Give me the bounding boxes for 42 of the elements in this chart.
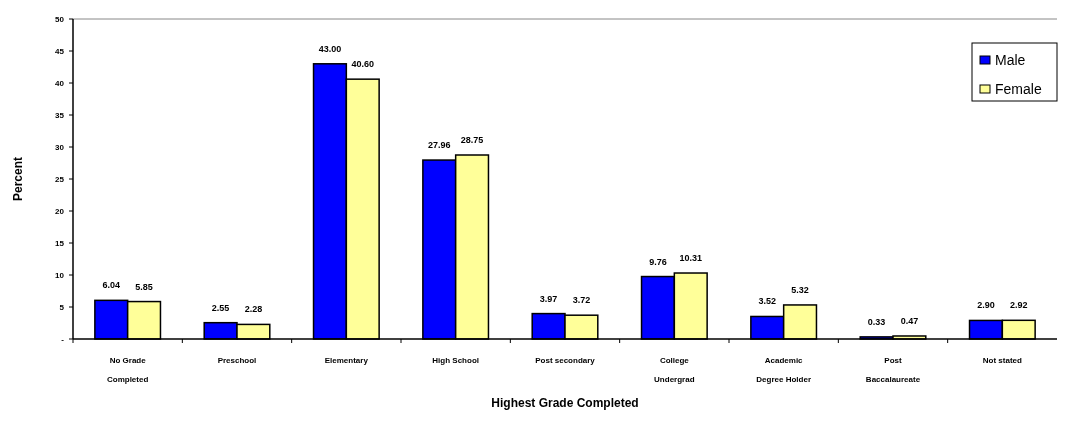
data-label: 43.00 <box>318 43 342 54</box>
y-tick-label: 15 <box>55 239 65 248</box>
legend-label: Male <box>995 52 1026 68</box>
data-label: 0.47 <box>900 315 919 326</box>
legend-label: Female <box>995 81 1042 97</box>
x-tick-label: Elementary <box>324 356 369 365</box>
data-label: 28.75 <box>460 135 484 145</box>
y-tick-label: 5 <box>59 303 65 312</box>
data-label: 2.55 <box>211 302 230 313</box>
y-tick-label: 40 <box>55 79 65 88</box>
y-tick-label: 45 <box>55 47 65 56</box>
data-label: 3.52 <box>758 296 777 307</box>
data-label: 2.92 <box>1009 300 1028 311</box>
data-label: 2.90 <box>977 300 995 311</box>
x-tick-label: Preschool <box>217 356 257 365</box>
category-label: Academic Degree Holder <box>756 356 812 384</box>
y-tick-label: 35 <box>55 111 65 120</box>
data-label: 27.96 <box>428 140 451 151</box>
category-label: No Grade Completed <box>106 356 149 384</box>
x-tick-label: Not stated <box>982 356 1022 365</box>
x-tick-label: High School <box>432 356 479 365</box>
y-tick-label: 25 <box>55 175 65 184</box>
category-label: Post Baccalaureate <box>865 356 921 384</box>
y-tick-label: 30 <box>55 143 65 152</box>
category-label: College Undergrad <box>654 356 695 384</box>
y-tick-label: 50 <box>55 15 65 24</box>
data-label: 3.97 <box>539 293 558 304</box>
data-label: 5.32 <box>791 284 809 295</box>
y-axis-title: Percent <box>11 156 25 202</box>
data-label: 5.85 <box>135 281 153 292</box>
x-axis-title: Highest Grade Completed <box>491 396 639 410</box>
x-tick-label: Post secondary <box>535 356 596 365</box>
data-label: 2.28 <box>244 304 263 315</box>
data-label: 6.04 <box>102 280 121 291</box>
y-tick-label: - <box>61 335 65 344</box>
data-label: 9.76 <box>649 256 667 267</box>
data-label: 40.60 <box>351 59 374 70</box>
data-label: 3.72 <box>572 295 591 306</box>
y-tick-label: 10 <box>55 271 65 280</box>
y-tick-label: 20 <box>55 207 65 216</box>
data-label: 10.31 <box>679 253 702 264</box>
data-label: 0.33 <box>867 316 886 327</box>
